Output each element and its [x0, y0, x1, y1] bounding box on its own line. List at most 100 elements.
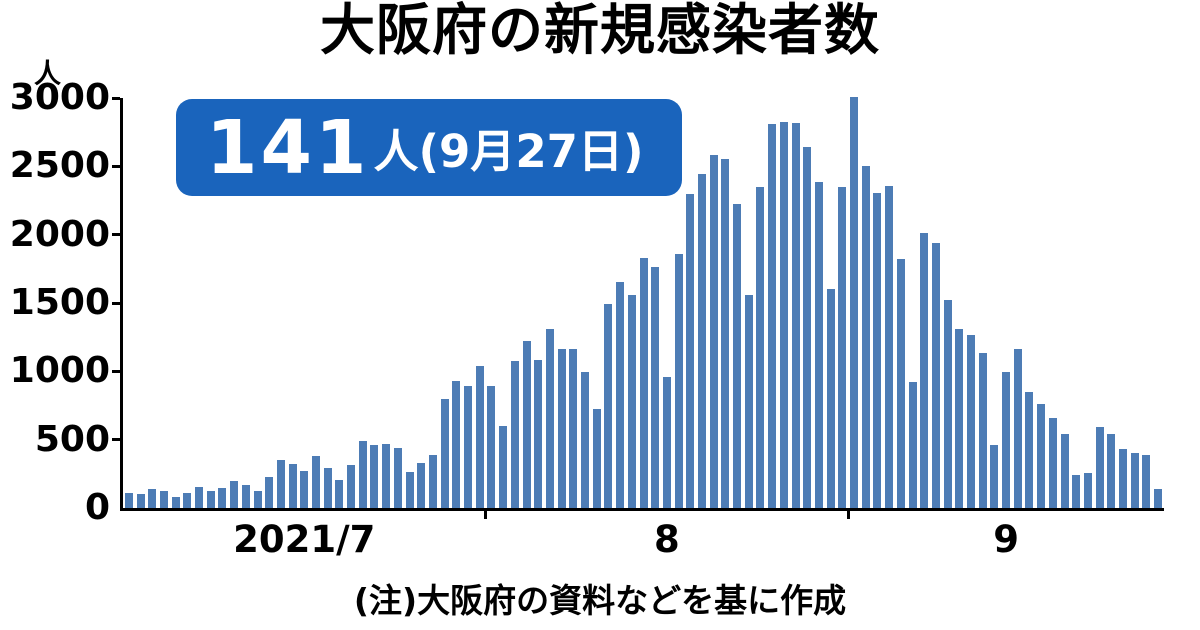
y-tick-mark — [112, 164, 120, 168]
daily-cases-bar — [405, 472, 414, 508]
daily-cases-bar — [662, 376, 671, 508]
daily-cases-bar — [241, 485, 250, 508]
daily-cases-bar — [428, 455, 437, 508]
x-tick-label: 9 — [993, 518, 1019, 561]
daily-cases-bar — [1060, 434, 1069, 508]
daily-cases-bar — [967, 335, 975, 508]
daily-cases-bar — [850, 97, 859, 508]
daily-cases-bar — [288, 463, 297, 508]
daily-cases-bar — [791, 123, 800, 508]
daily-cases-bar — [592, 408, 601, 508]
daily-cases-bar — [253, 491, 262, 508]
y-tick-label: 2500 — [9, 145, 110, 187]
daily-cases-bar — [393, 447, 402, 508]
daily-cases-bar — [1095, 427, 1104, 508]
daily-cases-bar — [475, 365, 484, 508]
daily-cases-bar — [1037, 404, 1046, 508]
daily-cases-bar — [195, 487, 204, 508]
daily-cases-bar — [908, 381, 917, 508]
daily-cases-bar — [323, 468, 332, 508]
source-note: (注)大阪府の資料などを基に作成 — [353, 581, 847, 620]
y-tick-mark — [112, 301, 120, 305]
daily-cases-bar — [382, 443, 391, 508]
daily-cases-bar — [616, 281, 625, 508]
x-tick-mark — [846, 508, 850, 519]
daily-cases-bar — [920, 233, 929, 508]
y-tick-label: 2000 — [9, 213, 110, 255]
daily-cases-bar — [347, 465, 356, 508]
daily-cases-bar — [171, 497, 180, 508]
daily-cases-bar — [943, 300, 952, 508]
daily-cases-bar — [464, 386, 473, 508]
daily-cases-bar — [838, 187, 847, 508]
daily-cases-bar — [534, 359, 543, 508]
daily-cases-bar — [1107, 434, 1116, 508]
daily-cases-bar — [1072, 474, 1081, 508]
daily-cases-bar — [1083, 473, 1092, 508]
x-tick-label: 8 — [654, 518, 680, 561]
daily-cases-bar — [370, 445, 379, 508]
daily-cases-bar — [756, 187, 765, 508]
latest-value-badge: 141 人(9月27日) — [176, 99, 682, 196]
daily-cases-bar — [768, 124, 777, 508]
daily-cases-bar — [803, 147, 812, 508]
daily-cases-bar — [873, 192, 882, 508]
daily-cases-bar — [1002, 371, 1011, 508]
daily-cases-bar — [1048, 417, 1057, 508]
daily-cases-bar — [686, 194, 695, 508]
daily-cases-bar — [651, 267, 660, 508]
daily-cases-bar — [148, 488, 157, 508]
daily-cases-bar — [861, 166, 870, 508]
daily-cases-bar — [885, 186, 894, 508]
x-tick-label: 2021/7 — [233, 518, 376, 561]
daily-cases-bar — [557, 349, 566, 508]
daily-cases-bar — [335, 479, 344, 508]
daily-cases-bar — [510, 360, 519, 508]
daily-cases-bar — [358, 440, 367, 508]
daily-cases-bar — [124, 493, 133, 508]
latest-value-date-suffix: 人(9月27日) — [373, 125, 644, 178]
daily-cases-bar — [183, 493, 192, 508]
daily-cases-bar — [931, 242, 940, 508]
y-tick-mark — [112, 233, 120, 237]
daily-cases-bar — [218, 488, 227, 508]
daily-cases-bar — [674, 254, 683, 508]
daily-cases-bar — [709, 154, 718, 508]
daily-cases-bar — [311, 456, 320, 508]
daily-cases-bar — [955, 329, 964, 508]
plot-area — [120, 97, 1164, 511]
daily-cases-bar — [1130, 453, 1139, 508]
daily-cases-bar — [206, 490, 215, 508]
daily-cases-bar — [300, 470, 309, 508]
daily-cases-bar — [487, 386, 496, 508]
y-tick-mark — [112, 438, 120, 442]
y-tick-label: 500 — [34, 418, 110, 460]
daily-cases-bar — [744, 294, 753, 508]
daily-cases-bar — [522, 340, 531, 508]
daily-cases-bar — [627, 294, 636, 508]
daily-cases-bar — [569, 348, 578, 508]
daily-cases-bar — [990, 445, 999, 508]
daily-cases-bar — [733, 204, 742, 508]
y-tick-label: 3000 — [9, 77, 110, 118]
daily-cases-bar — [452, 380, 461, 508]
daily-cases-bar — [826, 288, 835, 508]
daily-cases-bar — [440, 398, 449, 508]
daily-cases-bar — [639, 258, 648, 508]
daily-cases-bar — [230, 480, 239, 508]
daily-cases-bar — [159, 491, 168, 508]
daily-cases-bar — [604, 304, 613, 508]
daily-cases-bar — [721, 158, 730, 508]
daily-cases-bar — [265, 477, 274, 508]
y-axis-unit-label: 人 — [34, 59, 61, 90]
daily-cases-bar — [779, 121, 788, 508]
daily-cases-bar — [1013, 349, 1022, 508]
y-tick-mark — [112, 96, 120, 100]
daily-cases-bar — [417, 463, 426, 508]
y-tick-label: 1500 — [9, 282, 110, 323]
daily-cases-bar — [978, 352, 987, 508]
daily-cases-bar — [276, 460, 285, 508]
chart-title: 大阪府の新規感染者数 — [319, 0, 880, 62]
y-tick-label: 0 — [84, 487, 110, 528]
